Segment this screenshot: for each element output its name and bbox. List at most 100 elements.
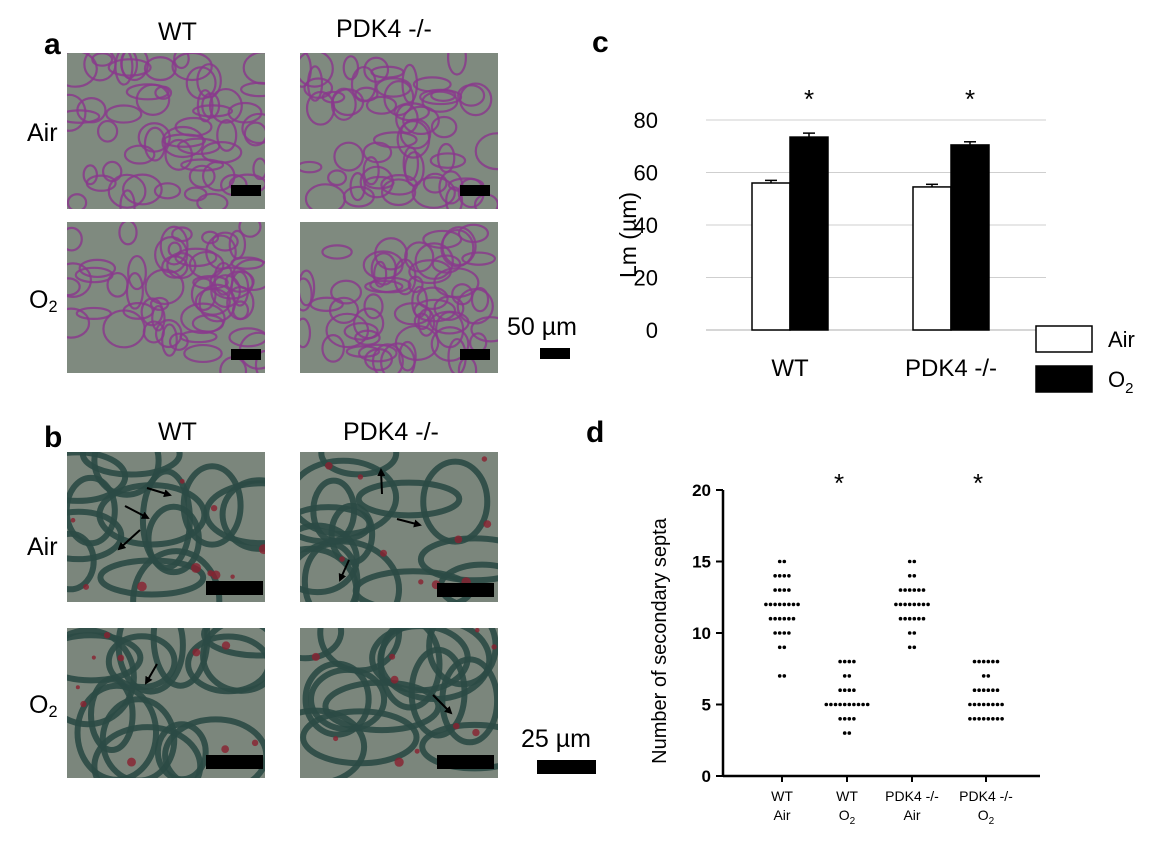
alveolar-wall [82, 164, 99, 186]
alveolar-wall [96, 119, 119, 143]
alveolar-wall [402, 146, 420, 182]
alveolar-wall [201, 628, 265, 659]
alveolar-wall [162, 716, 265, 778]
data-point [773, 574, 777, 578]
alveolar-wall [355, 479, 463, 519]
row-label-main: Air [27, 119, 58, 147]
data-point [907, 574, 912, 578]
alveolar-wall [333, 141, 365, 172]
alveolar-wall [417, 308, 436, 337]
red-cell [192, 648, 201, 657]
panel-c-letter: c [592, 26, 609, 59]
alveolar-wall [74, 266, 114, 284]
red-cell [483, 520, 492, 528]
tissue-texture [67, 222, 265, 373]
data-point [777, 602, 782, 607]
legend-label: O2 [1108, 367, 1133, 397]
alveolar-wall [429, 152, 467, 169]
data-point [995, 688, 1000, 692]
y-tick-label: 15 [692, 553, 711, 572]
alveolar-wall [67, 226, 83, 252]
alveolar-wall [67, 53, 98, 88]
alveolar-wall [67, 307, 91, 339]
alveolar-wall [180, 302, 226, 335]
alveolar-wall [106, 271, 129, 298]
alveolar-wall [416, 286, 449, 311]
alveolar-wall [417, 535, 498, 584]
data-point [787, 631, 791, 635]
legend-swatch [1035, 365, 1093, 393]
data-point [912, 588, 917, 592]
red-cell [211, 570, 221, 580]
row-label-main: Air [27, 533, 58, 561]
alveolar-wall [412, 76, 452, 93]
alveolar-wall [330, 279, 363, 305]
alveolar-wall [119, 189, 136, 209]
significance-star: * [965, 84, 975, 114]
alveolar-wall [342, 55, 360, 81]
alveolar-wall [318, 452, 400, 478]
data-point [852, 717, 856, 721]
alveolar-wall [127, 254, 147, 291]
red-cell [339, 556, 345, 562]
tissue-texture [300, 53, 498, 209]
alveolar-wall [183, 186, 208, 202]
data-point [782, 616, 787, 621]
alveolar-wall [96, 482, 208, 548]
legend-label-sub: 2 [1125, 380, 1133, 397]
scale-bar-a-key [540, 348, 570, 359]
alveolar-wall [300, 708, 420, 767]
alveolar-wall [375, 77, 412, 98]
data-point [917, 616, 921, 621]
panel-b-row-label-air: Air [27, 535, 58, 560]
red-cell [117, 654, 125, 662]
data-point [912, 602, 917, 607]
significance-star: * [804, 84, 814, 114]
alveolar-wall [254, 350, 265, 373]
red-cell [389, 653, 396, 660]
data-point [777, 559, 782, 564]
x-group-label-line1: WT [771, 788, 793, 804]
alveolar-wall [179, 330, 218, 344]
data-point [777, 588, 782, 592]
data-point [903, 616, 907, 621]
red-cell [179, 478, 185, 484]
red-cell [207, 570, 214, 577]
bar [751, 182, 791, 331]
data-point [968, 717, 972, 721]
y-tick-label: 40 [634, 213, 658, 238]
alveolar-wall [183, 343, 223, 364]
data-point [787, 602, 791, 607]
data-point [829, 702, 833, 707]
alveolar-wall [404, 241, 435, 273]
alveolar-wall [446, 53, 467, 76]
alveolar-wall [67, 193, 88, 209]
data-point [903, 588, 907, 592]
alveolar-wall [201, 230, 220, 245]
y-tick-label: 0 [702, 767, 711, 786]
alveolar-wall [357, 343, 398, 363]
red-cell [357, 474, 364, 480]
x-group-label-line1: PDK4 -/- [885, 788, 939, 804]
x-group-label-line1: PDK4 -/- [959, 788, 1013, 804]
alveolar-wall [154, 721, 209, 778]
data-point [791, 616, 796, 621]
tissue-texture [67, 452, 265, 602]
micrograph-b-wt-air [67, 452, 265, 602]
alveolar-wall [123, 144, 156, 165]
data-point [782, 559, 787, 564]
data-point [986, 659, 991, 664]
data-point [968, 702, 972, 707]
alveolar-wall [83, 53, 117, 82]
data-point [912, 645, 917, 650]
alveolar-wall [122, 173, 163, 206]
data-point [773, 602, 777, 607]
alveolar-wall [321, 334, 345, 363]
micrograph-a-pdk4-o2 [300, 222, 498, 373]
alveolar-wall [122, 302, 155, 320]
data-point [907, 616, 912, 621]
alveolar-wall [461, 251, 497, 266]
alveolar-wall [474, 132, 498, 171]
data-point [847, 674, 852, 678]
data-point [995, 702, 1000, 707]
